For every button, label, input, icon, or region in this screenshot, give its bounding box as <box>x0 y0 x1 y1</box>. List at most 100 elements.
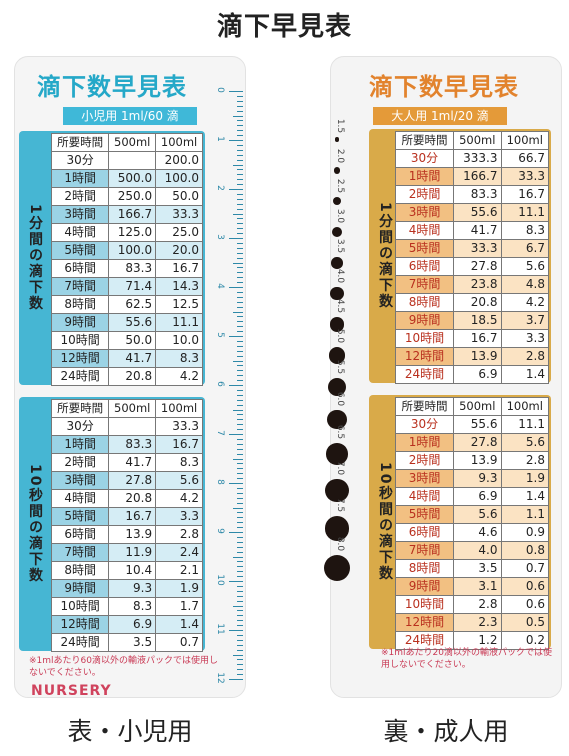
ruler-tick <box>237 277 243 279</box>
ruler-tick <box>237 110 243 112</box>
ruler-tick <box>237 438 243 440</box>
ruler-tick <box>233 556 243 558</box>
table-row: 8時間 20.8 4.2 <box>394 293 549 312</box>
ruler-tick <box>237 453 243 455</box>
rate-cell: 0.6 <box>500 595 549 614</box>
rate-cell: 5.6 <box>453 505 502 524</box>
rate-cell: 3.5 <box>108 633 157 652</box>
duration-cell: 5時間 <box>50 507 110 526</box>
duration-cell: 6時間 <box>50 525 110 544</box>
duration-cell: 4時間 <box>394 487 455 506</box>
ruler-tick <box>237 473 243 475</box>
duration-cell: 2時間 <box>50 453 110 472</box>
ruler-number: 5 <box>215 332 225 338</box>
drop-circle <box>332 197 342 206</box>
rate-cell: 1.4 <box>500 487 549 506</box>
ruler-tick <box>237 536 243 538</box>
drop-size-label: 5.5 <box>335 359 345 374</box>
ruler-tick <box>237 321 243 323</box>
rate-cell: 33.3 <box>453 239 502 258</box>
rate-cell: 33.3 <box>155 205 203 224</box>
rate-cell: 41.7 <box>108 453 157 472</box>
rate-cell: 27.8 <box>453 433 502 452</box>
table-row: 1時間 500.0 100.0 <box>50 169 203 188</box>
drop-circle <box>323 554 351 582</box>
duration-cell: 24時間 <box>394 365 455 384</box>
rate-cell: 3.7 <box>500 311 549 330</box>
ruler-tick <box>237 125 243 127</box>
rate-cell: 100.0 <box>108 241 157 260</box>
ruler-tick <box>237 571 243 573</box>
table-row: 12時間 2.3 0.5 <box>394 613 549 632</box>
drop-size-label: 3.5 <box>335 238 345 254</box>
ruler-tick <box>237 620 243 622</box>
table-row: 8時間 62.5 12.5 <box>50 295 203 314</box>
duration-cell: 7時間 <box>394 541 455 560</box>
table-row: 30分 333.3 66.7 <box>394 149 549 168</box>
ruler-tick <box>237 399 243 401</box>
rate-cell: 3.5 <box>453 559 502 578</box>
centimeter-ruler: 0 1 2 3 4 5 6 7 8 9 10 11 12 <box>205 87 245 691</box>
card-subtitle: 大人用 1ml/20 滴 <box>373 107 507 125</box>
adult-chart-card: 滴下数早見表 大人用 1ml/20 滴 1分間の滴下数 所要時間 500ml 100… <box>323 56 562 698</box>
table-row: 12時間 41.7 8.3 <box>50 349 203 368</box>
table-row: 6時間 4.6 0.9 <box>394 523 549 542</box>
column-header: 所要時間 <box>394 131 455 150</box>
section-label: 1分間の滴下数 <box>377 202 393 310</box>
ruler-tick <box>237 144 243 146</box>
ruler-tick <box>237 100 243 102</box>
rate-cell: 20.0 <box>155 241 203 260</box>
rate-cell: 66.7 <box>500 149 549 168</box>
table-row: 8時間 10.4 2.1 <box>50 561 203 580</box>
rate-cell: 62.5 <box>108 295 157 314</box>
ruler-tick <box>229 189 243 190</box>
rate-cell: 13.9 <box>453 451 502 470</box>
table-row: 9時間 55.6 11.1 <box>50 313 203 332</box>
rate-cell: 83.3 <box>108 435 157 454</box>
ruler-tick <box>237 120 243 122</box>
ruler-tick <box>233 360 243 362</box>
rate-cell: 0.8 <box>500 541 549 560</box>
rate-cell: 16.7 <box>500 185 549 204</box>
ruler-tick <box>237 233 243 235</box>
ruler-number: 7 <box>215 430 225 436</box>
ruler-tick <box>237 301 243 303</box>
duration-cell: 12時間 <box>50 615 110 634</box>
drop-size-label: 8.0 <box>335 536 345 551</box>
ruler-tick <box>229 140 243 141</box>
rate-cell: 1.4 <box>155 615 203 634</box>
table-row: 10時間 16.7 3.3 <box>394 329 549 348</box>
duration-cell: 6時間 <box>394 257 455 276</box>
ruler-tick <box>237 463 243 465</box>
duration-cell: 3時間 <box>394 203 455 222</box>
table-row: 6時間 27.8 5.6 <box>394 257 549 276</box>
table-row: 12時間 6.9 1.4 <box>50 615 203 634</box>
rate-cell: 33.3 <box>500 167 549 186</box>
ruler-tick <box>237 600 243 602</box>
ruler-tick <box>237 634 243 636</box>
table-row: 2時間 83.3 16.7 <box>394 185 549 204</box>
column-header: 100ml <box>155 133 203 152</box>
table-row: 5時間 100.0 20.0 <box>50 241 203 260</box>
rate-cell: 333.3 <box>453 149 502 168</box>
table-row: 24時間 6.9 1.4 <box>394 365 549 384</box>
ruler-tick <box>237 664 243 666</box>
ruler-tick <box>237 389 243 391</box>
rate-cell: 166.7 <box>453 167 502 186</box>
per-minute-section: 1分間の滴下数 所要時間 500ml 100ml 30分 333.3 66.7 1時間 166… <box>369 129 551 384</box>
rate-cell: 4.2 <box>155 367 203 386</box>
table-row: 30分 33.3 <box>50 417 203 436</box>
table-row: 10時間 50.0 10.0 <box>50 331 203 350</box>
duration-cell: 24時間 <box>394 631 455 650</box>
ruler-tick <box>237 208 243 210</box>
ruler-tick <box>237 272 243 274</box>
column-header: 100ml <box>500 397 549 416</box>
column-header: 500ml <box>108 399 157 418</box>
column-header: 所要時間 <box>50 133 110 152</box>
drop-circle <box>330 287 344 301</box>
rate-cell: 3.3 <box>500 329 549 348</box>
table-row: 1時間 27.8 5.6 <box>394 433 549 452</box>
drop-size-label: 5.0 <box>335 328 345 344</box>
rate-cell: 41.7 <box>108 349 157 368</box>
rate-cell: 2.1 <box>155 561 203 580</box>
